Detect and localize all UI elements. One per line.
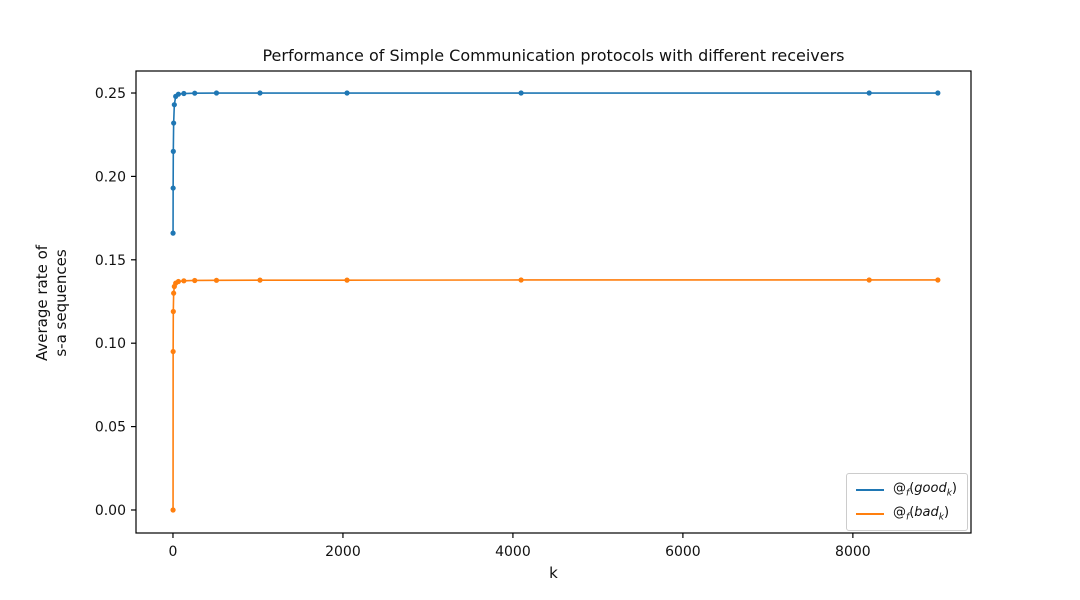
data-point [213, 277, 220, 283]
axes-spines [135, 70, 972, 534]
x-tick-label: 8000 [835, 544, 871, 560]
data-point [213, 90, 220, 96]
data-point [175, 91, 182, 97]
data-point [935, 277, 941, 283]
x-axis-label: k [549, 564, 558, 582]
y-axis-label: Average rate of s-a sequences [33, 153, 71, 453]
data-point [257, 277, 263, 283]
data-point [171, 102, 177, 108]
x-tick-label: 6000 [665, 544, 701, 560]
data-point [170, 148, 176, 154]
x-tick-label: 4000 [495, 544, 531, 560]
data-point [181, 90, 187, 97]
data-point [170, 507, 176, 513]
data-point [192, 90, 198, 96]
y-axis-label-line1: Average rate of [33, 244, 51, 362]
data-point [866, 277, 872, 283]
data-point [192, 277, 198, 284]
series-line-1 [172, 279, 938, 510]
legend-label-good: @f(goodk) [893, 480, 957, 499]
y-axis-label-line2: s-a sequences [51, 249, 70, 357]
data-point [175, 278, 182, 285]
data-point [181, 278, 187, 284]
data-point [344, 90, 350, 96]
x-tick-label: 0 [169, 544, 178, 560]
y-tick-label: 0.00 [95, 503, 126, 519]
chart-title: Performance of Simple Communication prot… [262, 46, 845, 65]
legend-label-bad: @f(badk) [893, 505, 950, 523]
y-tick-label: 0.10 [95, 336, 126, 352]
data-point [170, 185, 176, 191]
y-tick-label: 0.20 [95, 169, 126, 185]
data-point [935, 90, 941, 96]
y-tick-label: 0.05 [95, 420, 126, 436]
legend: @f(goodk) @f(badk) [846, 472, 968, 531]
data-point [170, 230, 176, 236]
series-line-0 [172, 92, 938, 234]
legend-line-good [856, 488, 885, 491]
legend-item-bad: @f(badk) [856, 505, 957, 523]
legend-item-good: @f(goodk) [856, 480, 957, 499]
data-point [170, 308, 176, 315]
data-point [866, 90, 872, 96]
data-point [257, 90, 263, 96]
data-point [171, 120, 177, 126]
data-point [518, 277, 524, 283]
data-point [170, 348, 176, 355]
y-tick-label: 0.25 [95, 86, 126, 102]
data-point [171, 290, 177, 296]
data-point [518, 90, 524, 96]
y-tick-label: 0.15 [95, 253, 126, 269]
x-tick-label: 2000 [325, 544, 361, 560]
data-point [344, 277, 350, 283]
legend-line-bad [856, 513, 885, 516]
